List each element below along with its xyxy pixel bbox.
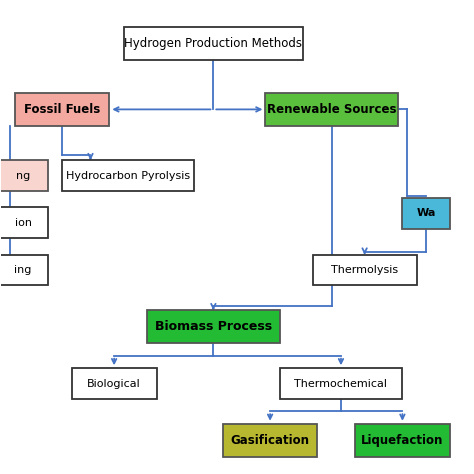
Text: Renewable Sources: Renewable Sources <box>267 103 396 116</box>
Text: Hydrocarbon Pyrolysis: Hydrocarbon Pyrolysis <box>66 171 191 181</box>
Text: Biomass Process: Biomass Process <box>155 320 272 333</box>
FancyBboxPatch shape <box>147 310 280 343</box>
FancyBboxPatch shape <box>313 255 417 285</box>
Text: Thermolysis: Thermolysis <box>331 265 398 275</box>
Text: ng: ng <box>9 171 30 181</box>
FancyBboxPatch shape <box>265 93 398 126</box>
FancyBboxPatch shape <box>223 424 318 457</box>
Text: Thermochemical: Thermochemical <box>294 379 387 389</box>
Text: Gasification: Gasification <box>230 434 310 447</box>
FancyBboxPatch shape <box>124 27 303 60</box>
Text: Fossil Fuels: Fossil Fuels <box>24 103 100 116</box>
FancyBboxPatch shape <box>0 208 48 238</box>
FancyBboxPatch shape <box>72 368 156 399</box>
FancyBboxPatch shape <box>15 93 109 126</box>
FancyBboxPatch shape <box>0 160 48 191</box>
FancyBboxPatch shape <box>0 255 48 285</box>
FancyBboxPatch shape <box>62 160 194 191</box>
Text: Wa: Wa <box>416 209 436 219</box>
FancyBboxPatch shape <box>402 198 450 229</box>
Text: Liquefaction: Liquefaction <box>361 434 444 447</box>
Text: ing: ing <box>8 265 32 275</box>
Text: Hydrogen Production Methods: Hydrogen Production Methods <box>124 36 302 50</box>
Text: Biological: Biological <box>87 379 141 389</box>
FancyBboxPatch shape <box>280 368 402 399</box>
FancyBboxPatch shape <box>355 424 450 457</box>
Text: ion: ion <box>8 218 32 228</box>
